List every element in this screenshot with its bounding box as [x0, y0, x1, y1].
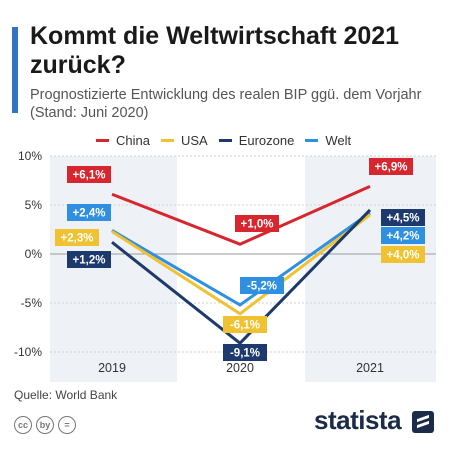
legend-label-welt: Welt	[325, 133, 352, 148]
legend-swatch-usa	[160, 139, 174, 142]
legend-swatch-eurozone	[218, 139, 232, 142]
data-label-box-eurozone	[223, 344, 267, 361]
data-label-welt: +2,4%	[73, 208, 106, 220]
data-label-box-welt	[381, 227, 425, 244]
series-line-china	[111, 185, 371, 246]
statista-logo-text[interactable]: statista	[314, 405, 402, 435]
data-label-box-usa	[55, 229, 99, 246]
legend-item-china: China	[96, 133, 150, 148]
data-label-eurozone: -9,1%	[230, 348, 260, 360]
legend-swatch-welt	[305, 139, 319, 142]
data-label-box-usa	[381, 246, 425, 263]
statista-logo-icon[interactable]	[412, 411, 434, 433]
legend-item-eurozone: Eurozone	[218, 133, 295, 148]
x-tick-label: 2019	[98, 361, 126, 375]
page-subtitle: Prognostizierte Entwicklung des realen B…	[30, 87, 422, 121]
data-label-box-eurozone	[67, 251, 111, 268]
x-tick-label: 2021	[356, 361, 384, 375]
data-label-box-welt	[67, 204, 111, 221]
license-icons: cc by =	[14, 416, 80, 434]
nd-icon[interactable]: =	[58, 416, 76, 434]
series-line-welt	[111, 211, 371, 307]
band-2021	[305, 156, 436, 382]
by-icon[interactable]: by	[36, 416, 54, 434]
data-label-box-eurozone	[381, 209, 425, 226]
data-label-china: +1,0%	[241, 219, 274, 231]
series-line-eurozone	[111, 208, 372, 346]
legend-label-usa: USA	[180, 133, 208, 148]
data-label-welt: +4,2%	[387, 231, 420, 243]
y-tick-label: 5%	[25, 198, 43, 212]
legend-item-usa: USA	[160, 133, 208, 148]
x-tick-label: 2020	[226, 361, 254, 375]
source-note: Quelle: World Bank	[14, 388, 118, 402]
data-label-welt: -5,2%	[247, 281, 277, 293]
data-label-box-china	[235, 215, 279, 232]
y-tick-label: 10%	[18, 149, 42, 163]
data-label-box-china	[369, 158, 413, 175]
accent-bar	[12, 27, 18, 113]
legend-swatch-china	[96, 139, 109, 142]
data-label-box-welt	[240, 277, 284, 294]
legend-item-welt: Welt	[305, 133, 351, 148]
data-label-box-usa	[223, 316, 267, 333]
data-label-usa: +2,3%	[61, 233, 94, 245]
y-tick-label: -10%	[14, 345, 42, 359]
page-title: Kommt die Weltwirtschaft 2021 zurück?	[30, 22, 400, 79]
data-label-eurozone: +1,2%	[73, 255, 106, 267]
data-label-usa: +4,0%	[387, 250, 420, 262]
y-tick-label: 0%	[25, 247, 43, 261]
series-line-usa	[111, 213, 371, 316]
data-label-usa: -6,1%	[230, 320, 260, 332]
band-2019	[50, 156, 177, 382]
y-tick-label: -5%	[21, 296, 43, 310]
data-label-china: +6,9%	[375, 162, 408, 174]
chart-legend: China USA Eurozone Welt	[96, 133, 362, 148]
data-label-eurozone: +4,5%	[387, 213, 420, 225]
data-label-china: +6,1%	[73, 170, 106, 182]
legend-label-eurozone: Eurozone	[238, 133, 295, 148]
cc-icon[interactable]: cc	[14, 416, 32, 434]
data-label-box-china	[67, 166, 111, 183]
legend-label-china: China	[116, 133, 150, 148]
